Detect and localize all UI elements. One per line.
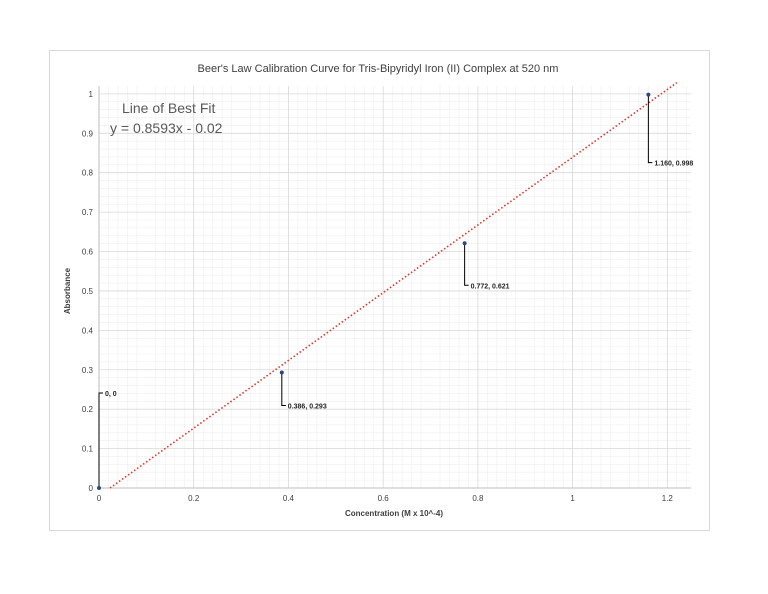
data-label-leader bbox=[464, 243, 469, 286]
chart-title: Beer's Law Calibration Curve for Tris-Bi… bbox=[198, 63, 559, 75]
x-tick-label: 0.2 bbox=[188, 494, 200, 503]
chart-frame bbox=[49, 50, 710, 531]
trendline-layer bbox=[109, 82, 678, 489]
y-tick-label: 0.4 bbox=[82, 326, 94, 335]
data-label-leader bbox=[281, 372, 286, 407]
data-point bbox=[97, 486, 101, 490]
trendline-equation: y = 0.8593x - 0.02 bbox=[110, 120, 223, 136]
y-tick-label: 0.5 bbox=[82, 287, 94, 296]
data-label: 0.772, 0.621 bbox=[471, 283, 510, 290]
x-tick-label: 0.4 bbox=[283, 494, 295, 503]
data-label: 1.160, 0.998 bbox=[654, 161, 693, 168]
x-axis-label: Concentration (M x 10^-4) bbox=[345, 509, 443, 518]
y-tick-label: 1 bbox=[89, 90, 94, 99]
data-point bbox=[646, 92, 651, 97]
x-tick-label: 1 bbox=[570, 494, 575, 503]
trendline-title: Line of Best Fit bbox=[122, 100, 215, 116]
data-points: 0, 0 0.386, 0.293 0.772, 0.621 1.160, 0.998 bbox=[97, 92, 693, 490]
y-tick-label: 0.1 bbox=[82, 445, 94, 454]
data-label: 0.386, 0.293 bbox=[288, 404, 327, 411]
y-tick-label: 0.2 bbox=[82, 405, 94, 414]
y-tick-label: 0.8 bbox=[82, 169, 94, 178]
data-label-leader bbox=[647, 94, 653, 164]
x-tick-label: 0.6 bbox=[378, 494, 390, 503]
y-tick-label: 0.9 bbox=[82, 129, 94, 138]
y-tick-label: 0.6 bbox=[82, 248, 94, 257]
trendline bbox=[109, 82, 678, 489]
y-tick-label: 0.7 bbox=[82, 208, 94, 217]
y-tick-label: 0 bbox=[89, 484, 94, 493]
x-tick-label: 1.2 bbox=[662, 494, 674, 503]
data-label: 0, 0 bbox=[105, 391, 117, 398]
data-point bbox=[462, 241, 467, 246]
grid bbox=[99, 86, 691, 488]
x-tick-label: 0.8 bbox=[472, 494, 484, 503]
x-tick-label: 0 bbox=[97, 494, 102, 503]
data-point bbox=[279, 370, 284, 375]
y-tick-label: 0.3 bbox=[82, 366, 94, 375]
y-axis-label: Absorbance bbox=[63, 267, 72, 314]
data-label-leader bbox=[98, 392, 103, 488]
